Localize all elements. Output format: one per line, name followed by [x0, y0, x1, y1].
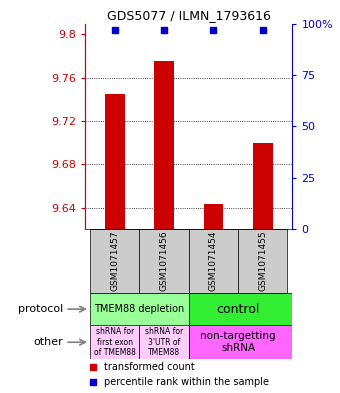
Text: control: control [216, 303, 260, 316]
FancyBboxPatch shape [90, 325, 139, 359]
Text: other: other [33, 337, 63, 347]
Bar [253, 143, 273, 229]
Text: TMEM88 depletion: TMEM88 depletion [94, 304, 184, 314]
FancyBboxPatch shape [189, 293, 292, 325]
Text: GSM1071457: GSM1071457 [110, 231, 119, 292]
Bar [154, 61, 174, 229]
FancyBboxPatch shape [189, 229, 238, 293]
Bar [204, 204, 223, 229]
FancyBboxPatch shape [90, 293, 189, 325]
FancyBboxPatch shape [189, 325, 292, 359]
Text: GSM1071456: GSM1071456 [159, 231, 169, 292]
Text: GSM1071454: GSM1071454 [209, 231, 218, 291]
Text: percentile rank within the sample: percentile rank within the sample [104, 376, 269, 387]
Text: non-targetting
shRNA: non-targetting shRNA [200, 331, 276, 353]
Text: shRNA for
3'UTR of
TMEM88: shRNA for 3'UTR of TMEM88 [145, 327, 183, 357]
Title: GDS5077 / ILMN_1793616: GDS5077 / ILMN_1793616 [107, 9, 271, 22]
FancyBboxPatch shape [238, 229, 287, 293]
Text: protocol: protocol [18, 304, 63, 314]
Text: GSM1071455: GSM1071455 [258, 231, 267, 292]
FancyBboxPatch shape [139, 325, 189, 359]
Text: shRNA for
first exon
of TMEM88: shRNA for first exon of TMEM88 [94, 327, 136, 357]
FancyBboxPatch shape [139, 229, 189, 293]
FancyBboxPatch shape [90, 229, 139, 293]
Text: transformed count: transformed count [104, 362, 194, 372]
Bar [105, 94, 124, 229]
